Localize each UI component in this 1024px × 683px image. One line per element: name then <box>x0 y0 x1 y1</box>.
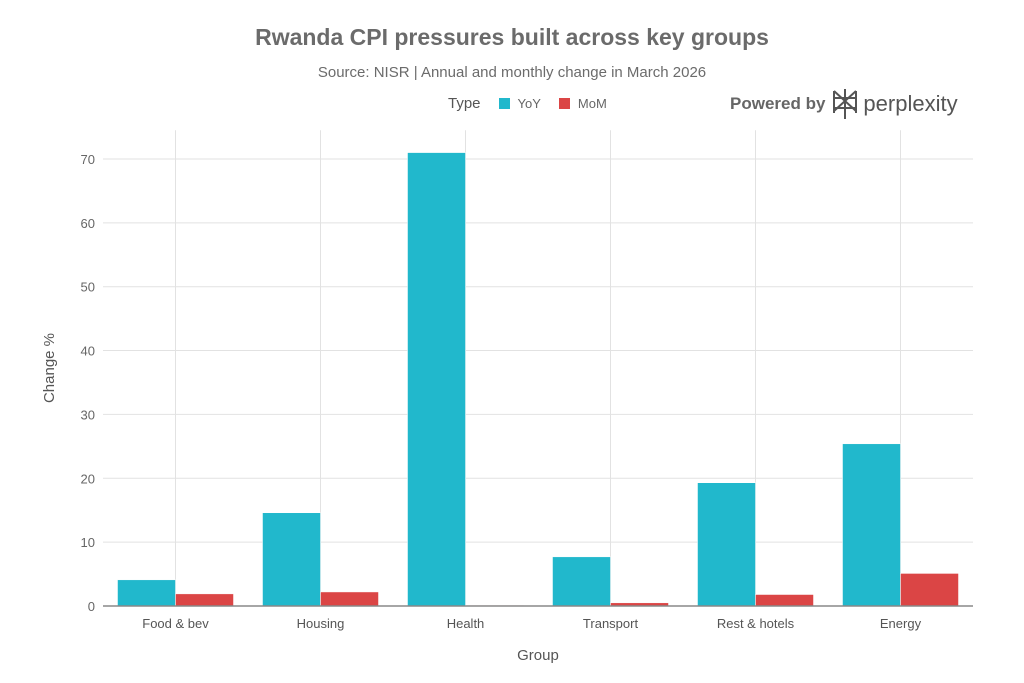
x-tick-label: Housing <box>297 616 345 631</box>
bar-yoy <box>262 512 321 607</box>
legend-swatch-yoy <box>498 98 510 109</box>
perplexity-wordmark: perplexity <box>863 91 958 116</box>
powered-by-text: Powered by <box>730 94 826 113</box>
y-axis-title: Change % <box>41 333 58 403</box>
x-tick-label: Food & bev <box>142 616 209 631</box>
legend: Type YoY MoM <box>448 95 607 112</box>
bar-yoy <box>697 482 756 607</box>
x-tick-label: Rest & hotels <box>717 616 795 631</box>
chart-subtitle: Source: NISR | Annual and monthly change… <box>317 64 707 81</box>
legend-label-mom: MoM <box>577 96 607 111</box>
y-tick-label: 20 <box>81 471 95 486</box>
bar-yoy <box>552 556 611 607</box>
x-tick-label: Energy <box>880 616 922 631</box>
y-tick-label: 70 <box>81 152 95 167</box>
powered-by-perplexity: Powered by perplexity <box>730 88 958 120</box>
bar-mom <box>320 591 379 607</box>
x-tick-label: Health <box>447 616 485 631</box>
bar-mom <box>755 594 814 607</box>
bar-yoy <box>117 579 176 607</box>
y-tick-label: 60 <box>81 216 95 231</box>
y-tick-label: 40 <box>81 344 95 359</box>
perplexity-logo-icon <box>833 89 858 119</box>
legend-swatch-mom <box>558 98 570 109</box>
bar-yoy <box>842 443 901 607</box>
legend-title: Type <box>448 95 481 112</box>
legend-label-yoy: YoY <box>517 96 541 111</box>
x-tick-label: Transport <box>583 616 639 631</box>
y-tick-label: 30 <box>81 407 95 422</box>
bar-mom <box>175 593 234 607</box>
y-tick-label: 0 <box>88 599 95 614</box>
y-tick-label: 50 <box>81 280 95 295</box>
y-tick-label: 10 <box>81 535 95 550</box>
bar-yoy <box>407 152 466 607</box>
bar-mom <box>900 573 959 607</box>
chart-title: Rwanda CPI pressures built across key gr… <box>255 24 769 50</box>
x-axis-title: Group <box>517 647 559 664</box>
